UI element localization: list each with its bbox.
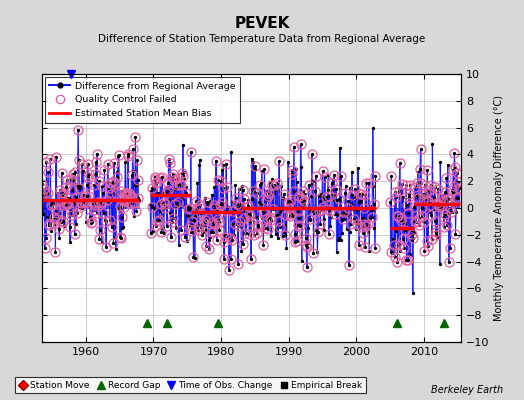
Text: Difference of Station Temperature Data from Regional Average: Difference of Station Temperature Data f… <box>99 34 425 44</box>
Legend: Difference from Regional Average, Quality Control Failed, Estimated Station Mean: Difference from Regional Average, Qualit… <box>45 77 241 123</box>
Legend: Station Move, Record Gap, Time of Obs. Change, Empirical Break: Station Move, Record Gap, Time of Obs. C… <box>15 377 366 394</box>
Text: Berkeley Earth: Berkeley Earth <box>431 385 503 395</box>
Text: PEVEK: PEVEK <box>234 16 290 31</box>
Y-axis label: Monthly Temperature Anomaly Difference (°C): Monthly Temperature Anomaly Difference (… <box>494 95 504 321</box>
